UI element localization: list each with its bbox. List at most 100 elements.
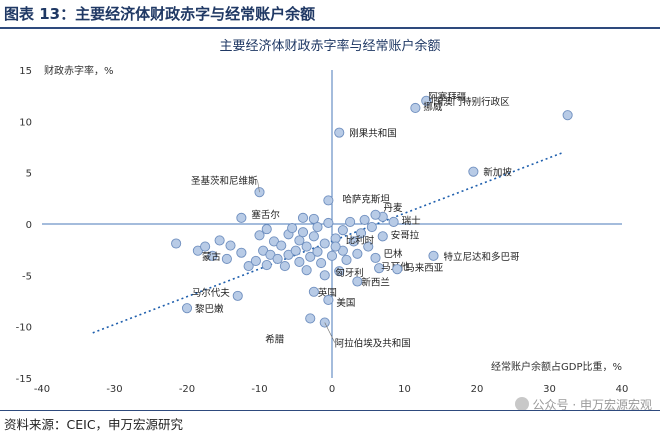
scatter-point [290, 245, 301, 256]
scatter-point [301, 241, 312, 252]
scatter-point [345, 216, 356, 227]
point-label: 英国 [318, 287, 337, 299]
figure-title: 图表 13：主要经济体财政赤字与经常账户余额 [4, 5, 316, 23]
scatter-point [214, 235, 225, 246]
scatter-point [294, 256, 305, 268]
scatter-point [232, 290, 243, 301]
scatter-point [366, 222, 377, 233]
y-tick-label: -10 [16, 323, 32, 334]
scatter-point [308, 231, 319, 242]
scatter-point [297, 227, 309, 238]
x-tick-label: -30 [106, 384, 122, 395]
scatter-point [301, 265, 312, 276]
scatter-point [200, 241, 211, 252]
point-label: 比利时 [346, 235, 375, 247]
y-tick-label: 10 [19, 117, 32, 128]
scatter-point [363, 241, 374, 252]
scatter-point [352, 276, 363, 287]
label-leader-line [324, 322, 336, 343]
x-tick-label: -20 [179, 384, 195, 395]
scatter-point [319, 238, 330, 249]
scatter-point [370, 209, 381, 220]
scatter-point [305, 251, 316, 262]
point-label: 希腊 [265, 333, 285, 345]
scatter-point [236, 212, 247, 223]
report-header: 图表 13：主要经济体财政赤字与经常账户余额 [0, 0, 660, 30]
scatter-point [171, 238, 182, 249]
scatter-point [323, 217, 334, 229]
scatter-point [330, 241, 341, 252]
scatter-point [221, 253, 232, 264]
x-tick-label: 10 [398, 384, 411, 395]
scatter-point [392, 264, 403, 275]
y-tick-label: 5 [26, 169, 32, 180]
scatter-point [468, 166, 479, 177]
scatter-point [312, 222, 323, 233]
y-tick-label: -5 [22, 271, 32, 282]
scatter-point [323, 195, 334, 206]
point-label: 马尔代夫 [192, 287, 231, 299]
x-tick-label: 0 [329, 384, 335, 395]
scatter-point [287, 223, 298, 234]
point-label: 挪威 [423, 101, 443, 113]
scatter-point [276, 240, 287, 251]
scatter-point [337, 225, 348, 236]
scatter-point [334, 127, 345, 138]
scatter-point [355, 228, 367, 239]
point-label: 马来西亚 [405, 263, 444, 274]
scatter-point [370, 252, 381, 263]
y-axis-label: 财政赤字率，% [44, 64, 114, 77]
y-tick-label: -15 [16, 374, 32, 385]
point-label: 巴林 [384, 248, 404, 260]
scatter-point [319, 270, 330, 281]
scatter-point [297, 212, 309, 223]
scatter-point [316, 257, 327, 269]
scatter-point [388, 216, 399, 227]
point-label: 黎巴嫩 [195, 303, 224, 315]
scatter-point [207, 250, 218, 261]
scatter-point [377, 231, 388, 242]
scatter-point [359, 214, 370, 225]
scatter-point [308, 213, 319, 224]
scatter-point [305, 313, 316, 324]
point-label: 美国 [336, 297, 355, 309]
point-label: 圣基茨和尼维斯 [191, 175, 258, 187]
point-label: 特立尼达和多巴哥 [444, 251, 520, 263]
point-label: 安哥拉 [391, 229, 420, 241]
scatter-point [254, 230, 265, 241]
point-label: 刚果共和国 [349, 129, 397, 140]
point-label: 新西兰 [361, 276, 390, 288]
scatter-point [261, 224, 272, 235]
point-label: 蒙古 [202, 251, 222, 263]
scatter-point [326, 250, 338, 261]
watermark: 公众号 · 申万宏源宏观 [514, 396, 652, 413]
scatter-point [181, 303, 193, 314]
scatter-point [308, 286, 319, 297]
footer-divider [0, 410, 660, 411]
wechat-icon [514, 397, 529, 411]
point-label: 阿塞拜疆 [428, 91, 467, 103]
point-label: 新加坡 [483, 167, 512, 179]
x-tick-label: 30 [543, 384, 556, 395]
x-tick-label: 20 [471, 384, 484, 395]
y-tick-label: 15 [19, 66, 32, 77]
scatter-point [374, 263, 385, 274]
scatter-point [272, 253, 283, 264]
point-label: 塞舌尔 [251, 209, 280, 221]
scatter-point [279, 261, 290, 272]
point-label: 瑞士 [402, 215, 422, 227]
point-label: 中国澳门特别行政区 [424, 96, 510, 108]
source-note: 资料来源：CEIC，申万宏源研究 [4, 417, 184, 432]
scatter-point [225, 240, 236, 251]
scatter-point [410, 102, 421, 114]
trend-line [92, 151, 565, 334]
chart-title: 主要经济体财政赤字率与经常账户余额 [219, 38, 440, 54]
scatter-point [261, 260, 272, 271]
x-tick-label: -10 [251, 384, 267, 395]
watermark-text: 公众号 · 申万宏源宏观 [532, 398, 652, 412]
y-tick-label: 0 [26, 220, 32, 231]
point-label: 丹麦 [384, 202, 404, 214]
scatter-point [312, 246, 323, 257]
point-label: 匈牙利 [335, 267, 364, 279]
scatter-point [236, 247, 247, 258]
